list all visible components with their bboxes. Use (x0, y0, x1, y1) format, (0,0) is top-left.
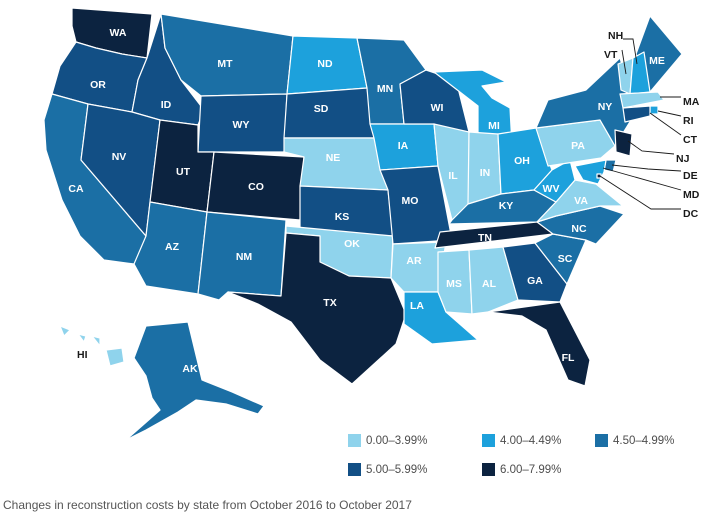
legend-swatch-1 (482, 434, 495, 447)
state-label-or: OR (90, 79, 106, 91)
state-fl (487, 301, 591, 387)
state-label-tn: TN (478, 232, 492, 244)
leader-line-vt (621, 49, 627, 75)
legend-label-2: 4.50–4.99% (613, 434, 675, 447)
leader-line-ri (657, 110, 682, 117)
state-label-al: AL (482, 278, 497, 290)
state-hi (59, 325, 125, 367)
leader-line-md (602, 167, 682, 191)
state-sd (283, 87, 375, 139)
state-label-me: ME (649, 55, 665, 67)
legend-label-3: 5.00–5.99% (366, 463, 428, 476)
state-label-ok: OK (344, 238, 360, 250)
leader-line-nh (623, 38, 638, 65)
state-label-nj: NJ (676, 153, 690, 165)
state-ma (619, 91, 665, 109)
state-label-mo: MO (402, 195, 419, 207)
state-ms (437, 249, 473, 315)
state-label-la: LA (410, 300, 424, 312)
leader-line-ct (649, 112, 682, 136)
state-label-fl: FL (562, 352, 575, 364)
state-label-nc: NC (571, 223, 587, 235)
state-label-ct: CT (683, 134, 698, 146)
state-label-ak: AK (182, 363, 198, 375)
state-label-de: DE (683, 170, 698, 182)
legend-swatch-0 (348, 434, 361, 447)
state-label-ut: UT (176, 166, 191, 178)
state-label-mn: MN (377, 83, 393, 95)
legend-label-1: 4.00–4.49% (500, 434, 562, 447)
legend-swatch-2 (595, 434, 608, 447)
state-label-ky: KY (499, 200, 514, 212)
legend-item-2: 4.50–4.99% (595, 434, 674, 447)
state-dc (596, 173, 602, 179)
state-label-wv: WV (543, 183, 560, 195)
legend-label-0: 0.00–3.99% (366, 434, 428, 447)
state-ny (535, 57, 637, 147)
leader-lines (599, 38, 682, 210)
state-label-id: ID (161, 99, 172, 111)
state-label-az: AZ (165, 241, 180, 253)
state-label-ia: IA (398, 140, 409, 152)
state-label-md: MD (683, 189, 700, 201)
state-label-wy: WY (233, 119, 250, 131)
state-label-dc: DC (683, 208, 699, 220)
state-label-ga: GA (527, 275, 543, 287)
map-caption: Changes in reconstruction costs by state… (3, 498, 412, 512)
legend-item-3: 5.00–5.99% (348, 463, 427, 476)
state-ct (622, 105, 651, 123)
leader-line-de (611, 164, 682, 172)
state-label-mi: MI (488, 120, 500, 132)
state-label-ks: KS (335, 211, 350, 223)
labels-layer: WA OR CA ID NV MT WY UT AZ CO NM ND SD NE KS OK TX MN IA MO… (68, 27, 699, 375)
legend-swatch-4 (482, 463, 495, 476)
state-label-sd: SD (314, 103, 329, 115)
state-label-sc: SC (558, 253, 573, 265)
state-label-nm: NM (236, 251, 253, 263)
state-label-ri: RI (683, 115, 694, 127)
state-label-nd: ND (317, 58, 333, 70)
state-label-tx: TX (323, 297, 336, 309)
leader-line-dc (599, 175, 681, 210)
state-label-ma: MA (683, 96, 700, 108)
state-label-nv: NV (112, 151, 127, 163)
state-label-ne: NE (326, 152, 341, 164)
legend-item-4: 6.00–7.99% (482, 463, 561, 476)
state-label-il: IL (448, 170, 458, 182)
state-mo (379, 165, 453, 245)
state-label-wi: WI (431, 102, 444, 114)
state-mi (433, 69, 513, 151)
legend-swatch-3 (348, 463, 361, 476)
state-ri (649, 105, 659, 115)
state-label-oh: OH (514, 155, 530, 167)
state-label-wa: WA (110, 27, 127, 39)
state-label-ar: AR (406, 255, 422, 267)
state-label-ny: NY (598, 101, 613, 113)
states-layer (43, 7, 683, 441)
state-ak (125, 321, 265, 441)
state-tx (227, 232, 407, 385)
state-al (468, 246, 519, 315)
state-label-ca: CA (68, 183, 84, 195)
state-label-vt: VT (604, 49, 618, 61)
state-label-pa: PA (571, 140, 585, 152)
legend-item-0: 0.00–3.99% (348, 434, 427, 447)
state-wv (533, 159, 576, 203)
state-label-va: VA (574, 195, 588, 207)
legend-item-1: 4.00–4.49% (482, 434, 561, 447)
state-nj (614, 129, 633, 157)
state-ga (502, 242, 568, 303)
state-label-in: IN (480, 167, 491, 179)
leader-line-nj (627, 140, 675, 155)
state-label-ms: MS (446, 278, 462, 290)
state-label-co: CO (248, 181, 264, 193)
state-label-mt: MT (217, 58, 233, 70)
state-label-hi: HI (77, 349, 88, 361)
state-label-nh: NH (608, 30, 623, 42)
legend-label-4: 6.00–7.99% (500, 463, 562, 476)
